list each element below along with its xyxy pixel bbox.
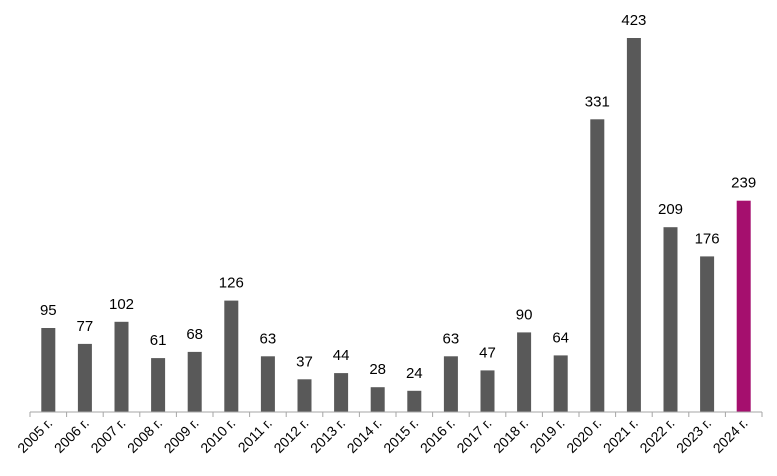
bar <box>736 200 751 412</box>
x-tick-label: 2006 г. <box>51 415 92 456</box>
x-tick-label: 2019 г. <box>527 415 568 456</box>
x-tick-label: 2014 г. <box>344 415 385 456</box>
x-tick-label: 2021 г. <box>600 415 641 456</box>
bar-value-label: 63 <box>260 330 277 347</box>
bar <box>480 370 495 412</box>
bar <box>663 227 678 412</box>
bars-group <box>41 38 751 413</box>
x-axis-ticks <box>29 412 763 417</box>
x-tick-label: 2008 г. <box>124 415 165 456</box>
x-tick-label: 2018 г. <box>490 415 531 456</box>
x-tick-label: 2022 г. <box>636 415 677 456</box>
bar-value-label: 239 <box>731 175 756 192</box>
bar-value-label: 61 <box>150 332 167 349</box>
bar-value-label: 24 <box>406 365 423 382</box>
bar <box>334 373 349 412</box>
bar-value-label: 77 <box>77 318 94 335</box>
bar <box>224 300 239 412</box>
bar-value-label: 102 <box>109 296 134 313</box>
bar <box>626 38 641 412</box>
bar-value-label: 423 <box>621 12 646 29</box>
bar <box>187 351 202 412</box>
bar <box>41 328 56 412</box>
x-tick-label: 2005 г. <box>14 415 55 456</box>
bar <box>370 387 385 412</box>
x-tick-label: 2013 г. <box>307 415 348 456</box>
bar-value-label: 209 <box>658 201 683 218</box>
bar-value-label: 28 <box>369 361 386 378</box>
x-tick-label: 2016 г. <box>417 415 458 456</box>
bar <box>77 343 92 412</box>
x-tick-label: 2009 г. <box>161 415 202 456</box>
x-tick-label: 2020 г. <box>563 415 604 456</box>
bar-value-label: 64 <box>552 329 569 346</box>
bar <box>517 332 532 412</box>
bar-value-label: 95 <box>40 302 57 319</box>
x-tick-label: 2012 г. <box>270 415 311 456</box>
bar <box>553 355 568 412</box>
bar <box>700 256 715 412</box>
bar <box>443 356 458 412</box>
bar-value-label: 90 <box>516 306 533 323</box>
bar <box>151 358 166 412</box>
x-tick-label: 2023 г. <box>673 415 714 456</box>
bar-value-label: 126 <box>219 275 244 292</box>
x-tick-label: 2010 г. <box>197 415 238 456</box>
x-tick-label: 2024 г. <box>710 415 751 456</box>
x-axis-tick-labels: 2005 г.2006 г.2007 г.2008 г.2009 г.2010 … <box>14 415 751 456</box>
bar <box>114 321 129 412</box>
bar-value-label: 176 <box>695 230 720 247</box>
x-tick-label: 2017 г. <box>453 415 494 456</box>
bar <box>297 379 312 412</box>
bar-value-label: 331 <box>585 93 610 110</box>
x-tick-label: 2007 г. <box>87 415 128 456</box>
bar-value-label: 47 <box>479 344 496 361</box>
bar <box>407 390 422 412</box>
bar-value-label: 37 <box>296 353 313 370</box>
bar <box>590 119 605 413</box>
x-tick-label: 2015 г. <box>380 415 421 456</box>
value-labels-group: 95 77 102 61 68 126 63 37 44 28 24 63 47 90 64 331 423 20… <box>40 12 756 382</box>
bar-value-label: 44 <box>333 347 350 364</box>
bar <box>260 356 275 412</box>
bar-value-label: 63 <box>443 330 460 347</box>
x-tick-label: 2011 г. <box>235 415 276 456</box>
bar-value-label: 68 <box>186 326 203 343</box>
